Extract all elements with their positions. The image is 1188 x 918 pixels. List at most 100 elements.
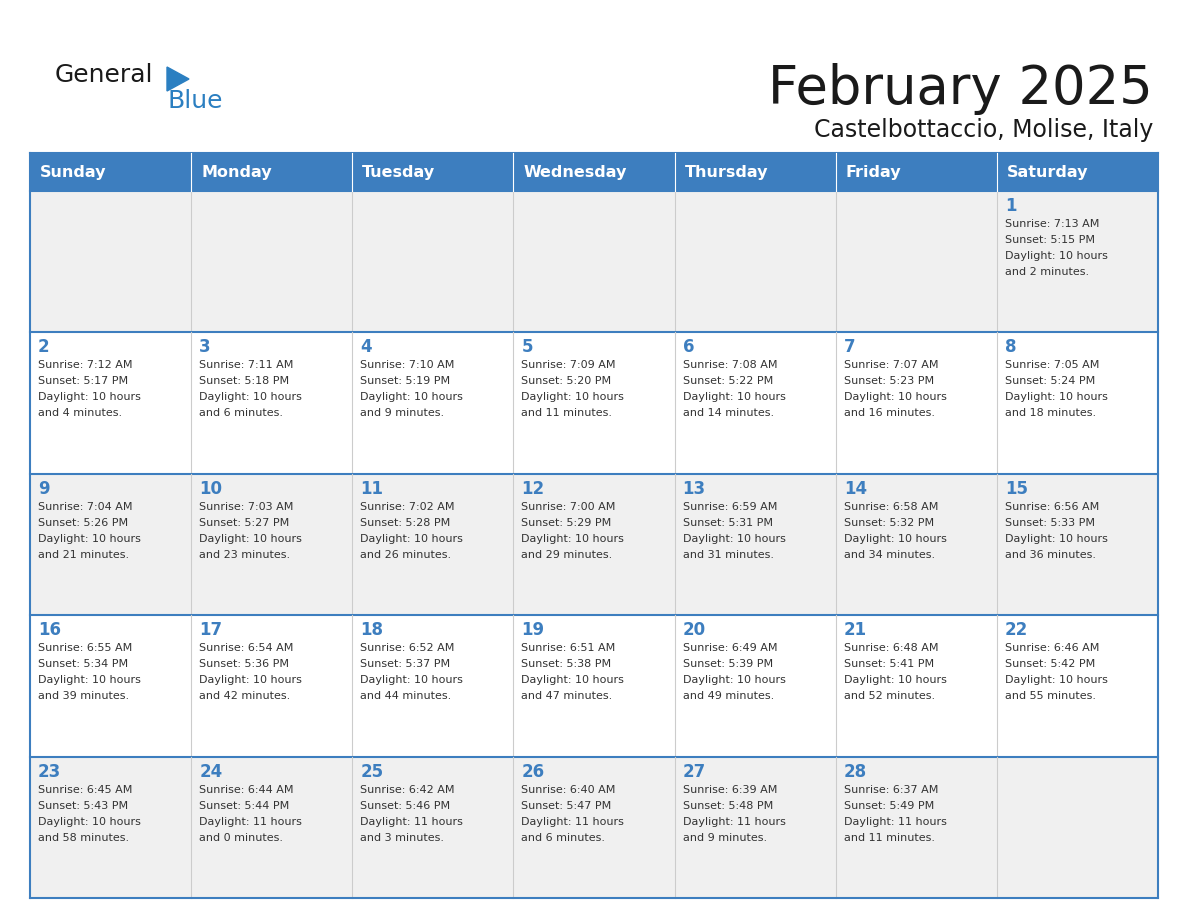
Bar (191, 332, 353, 474)
Text: 22: 22 (1005, 621, 1028, 639)
Bar (513, 153, 675, 191)
Text: 24: 24 (200, 763, 222, 780)
Bar (675, 332, 835, 474)
Text: Sunrise: 7:11 AM: Sunrise: 7:11 AM (200, 361, 293, 370)
Text: Sunset: 5:19 PM: Sunset: 5:19 PM (360, 376, 450, 386)
Text: and 23 minutes.: and 23 minutes. (200, 550, 290, 560)
Bar (513, 332, 675, 474)
Text: Daylight: 10 hours: Daylight: 10 hours (683, 392, 785, 402)
Bar (191, 756, 353, 898)
Bar (353, 474, 513, 615)
Text: 11: 11 (360, 480, 384, 498)
Text: Daylight: 10 hours: Daylight: 10 hours (522, 392, 625, 402)
Text: and 26 minutes.: and 26 minutes. (360, 550, 451, 560)
Text: Blue: Blue (168, 89, 222, 113)
Text: Sunset: 5:27 PM: Sunset: 5:27 PM (200, 518, 290, 528)
Text: Daylight: 10 hours: Daylight: 10 hours (38, 676, 141, 685)
Text: and 39 minutes.: and 39 minutes. (38, 691, 129, 701)
Text: Sunday: Sunday (40, 164, 107, 180)
Text: Daylight: 10 hours: Daylight: 10 hours (1005, 676, 1107, 685)
Text: 12: 12 (522, 480, 544, 498)
Bar (513, 474, 675, 615)
Text: Sunset: 5:49 PM: Sunset: 5:49 PM (843, 800, 934, 811)
Text: and 3 minutes.: and 3 minutes. (360, 833, 444, 843)
Bar (835, 615, 997, 756)
Bar (997, 332, 1158, 474)
Text: Sunrise: 6:56 AM: Sunrise: 6:56 AM (1005, 502, 1099, 512)
Bar (30, 191, 191, 332)
Text: Sunrise: 6:40 AM: Sunrise: 6:40 AM (522, 785, 615, 795)
Text: Daylight: 10 hours: Daylight: 10 hours (360, 533, 463, 543)
Text: 23: 23 (38, 763, 62, 780)
Text: Wednesday: Wednesday (524, 164, 627, 180)
Bar (835, 153, 997, 191)
Text: and 36 minutes.: and 36 minutes. (1005, 550, 1095, 560)
Text: 16: 16 (38, 621, 61, 639)
Bar (835, 756, 997, 898)
Text: Sunrise: 6:52 AM: Sunrise: 6:52 AM (360, 644, 455, 654)
Bar (353, 615, 513, 756)
Text: 9: 9 (38, 480, 50, 498)
Text: Sunrise: 6:42 AM: Sunrise: 6:42 AM (360, 785, 455, 795)
Text: Tuesday: Tuesday (362, 164, 436, 180)
Text: Sunset: 5:34 PM: Sunset: 5:34 PM (38, 659, 128, 669)
Text: Saturday: Saturday (1007, 164, 1088, 180)
Text: and 31 minutes.: and 31 minutes. (683, 550, 773, 560)
Bar (675, 474, 835, 615)
Bar (191, 474, 353, 615)
Text: Castelbottaccio, Molise, Italy: Castelbottaccio, Molise, Italy (814, 118, 1154, 142)
Text: Sunset: 5:44 PM: Sunset: 5:44 PM (200, 800, 290, 811)
Bar (353, 332, 513, 474)
Text: and 11 minutes.: and 11 minutes. (843, 833, 935, 843)
Text: Sunset: 5:31 PM: Sunset: 5:31 PM (683, 518, 772, 528)
Text: Monday: Monday (201, 164, 272, 180)
Text: Sunrise: 7:09 AM: Sunrise: 7:09 AM (522, 361, 615, 370)
Text: Sunrise: 6:59 AM: Sunrise: 6:59 AM (683, 502, 777, 512)
Text: and 29 minutes.: and 29 minutes. (522, 550, 613, 560)
Text: and 2 minutes.: and 2 minutes. (1005, 267, 1089, 277)
Text: Sunrise: 6:37 AM: Sunrise: 6:37 AM (843, 785, 939, 795)
Text: 5: 5 (522, 339, 533, 356)
Text: and 6 minutes.: and 6 minutes. (522, 833, 606, 843)
Text: Sunrise: 7:00 AM: Sunrise: 7:00 AM (522, 502, 615, 512)
Text: Sunset: 5:29 PM: Sunset: 5:29 PM (522, 518, 612, 528)
Text: Sunrise: 6:58 AM: Sunrise: 6:58 AM (843, 502, 939, 512)
Text: Sunrise: 6:46 AM: Sunrise: 6:46 AM (1005, 644, 1099, 654)
Text: Daylight: 11 hours: Daylight: 11 hours (843, 817, 947, 826)
Bar (675, 191, 835, 332)
Text: Sunset: 5:42 PM: Sunset: 5:42 PM (1005, 659, 1095, 669)
Text: Sunrise: 7:08 AM: Sunrise: 7:08 AM (683, 361, 777, 370)
Text: Sunset: 5:23 PM: Sunset: 5:23 PM (843, 376, 934, 386)
Text: 18: 18 (360, 621, 384, 639)
Text: Sunset: 5:18 PM: Sunset: 5:18 PM (200, 376, 289, 386)
Text: Daylight: 10 hours: Daylight: 10 hours (360, 392, 463, 402)
Text: Sunset: 5:39 PM: Sunset: 5:39 PM (683, 659, 772, 669)
Bar (997, 153, 1158, 191)
Bar (191, 153, 353, 191)
Text: Daylight: 10 hours: Daylight: 10 hours (1005, 251, 1107, 261)
Text: 15: 15 (1005, 480, 1028, 498)
Text: Sunset: 5:48 PM: Sunset: 5:48 PM (683, 800, 773, 811)
Text: Sunset: 5:47 PM: Sunset: 5:47 PM (522, 800, 612, 811)
Text: Sunset: 5:38 PM: Sunset: 5:38 PM (522, 659, 612, 669)
Text: and 47 minutes.: and 47 minutes. (522, 691, 613, 701)
Text: and 21 minutes.: and 21 minutes. (38, 550, 129, 560)
Text: Sunset: 5:26 PM: Sunset: 5:26 PM (38, 518, 128, 528)
Bar (997, 615, 1158, 756)
Bar (513, 191, 675, 332)
Text: Daylight: 10 hours: Daylight: 10 hours (360, 676, 463, 685)
Bar (675, 756, 835, 898)
Text: Sunset: 5:17 PM: Sunset: 5:17 PM (38, 376, 128, 386)
Text: Sunset: 5:43 PM: Sunset: 5:43 PM (38, 800, 128, 811)
Text: 27: 27 (683, 763, 706, 780)
Text: Daylight: 11 hours: Daylight: 11 hours (683, 817, 785, 826)
Text: 6: 6 (683, 339, 694, 356)
Text: 14: 14 (843, 480, 867, 498)
Text: 21: 21 (843, 621, 867, 639)
Text: Sunset: 5:37 PM: Sunset: 5:37 PM (360, 659, 450, 669)
Text: Sunrise: 7:02 AM: Sunrise: 7:02 AM (360, 502, 455, 512)
Polygon shape (168, 67, 189, 91)
Text: and 9 minutes.: and 9 minutes. (683, 833, 766, 843)
Text: Daylight: 10 hours: Daylight: 10 hours (200, 392, 302, 402)
Text: Daylight: 10 hours: Daylight: 10 hours (843, 676, 947, 685)
